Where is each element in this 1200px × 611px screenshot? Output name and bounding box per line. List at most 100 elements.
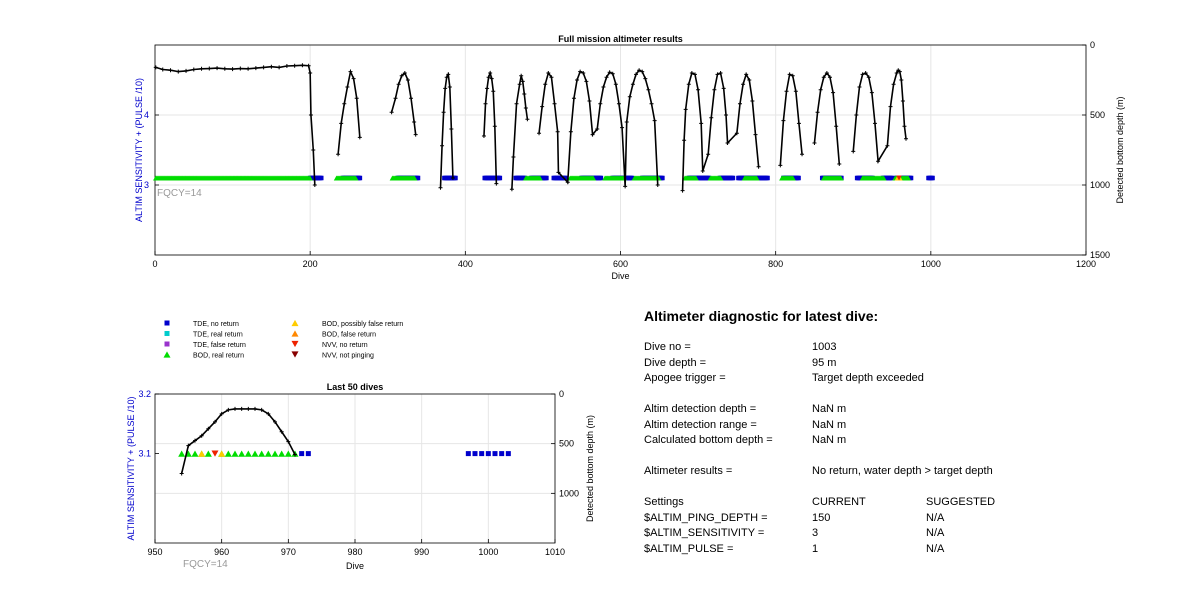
top-x-tick-label: 200 [303,259,318,269]
tde-no-return-marker [660,175,665,181]
top-depth-point [715,72,720,77]
legend-marker-7 [291,351,299,358]
top-depth-point [441,110,446,115]
legend-marker-1 [164,331,170,336]
top-depth-point [620,125,625,130]
ping-depth-suggested: N/A [926,512,945,524]
top-depth-point [696,87,701,92]
ping-depth-label: $ALTIM_PING_DEPTH = [644,512,768,524]
top-depth-point [721,86,726,91]
top-depth-point [706,152,711,157]
top-depth-point [827,75,832,80]
pulse-current: 1 [812,543,819,555]
top-depth-point [336,152,341,157]
sensitivity-suggested: N/A [926,527,945,539]
legend-label-6: NVV, no return [322,342,368,349]
top-depth-point [613,82,618,87]
top-x-tick-label: 0 [152,259,157,269]
top-depth-point [725,141,730,145]
top-depth-point [405,78,410,82]
top-depth-point [637,68,642,73]
top-depth-point [624,120,629,124]
calculated-bottom-label: Calculated bottom depth = [644,434,773,446]
top-depth-point [351,76,356,81]
legend-marker-4 [291,319,299,327]
top-depth-point [284,64,289,68]
top-depth-point [511,155,516,159]
top-depth-point [277,65,282,70]
bod-real-return-marker [905,175,912,181]
ping-depth-current: 150 [812,512,831,524]
tde-no-return-marker [598,175,604,181]
top-depth-point [168,68,173,73]
legend-label-3: BOD, real return [193,353,244,360]
top-depth-point [176,69,181,74]
tde-no-return-marker [908,175,914,181]
top-depth-point [598,101,603,106]
top-depth-point [623,184,628,189]
top-depth-point [491,89,496,94]
top-depth-point [393,96,398,101]
top-depth-point [525,117,530,122]
top-depth-point [831,90,836,95]
top-depth-point [815,110,820,115]
top-depth-point [888,104,893,109]
legend-marker-0 [164,320,170,326]
results-value: No return, water depth > target depth [812,465,993,477]
top-depth-point [522,92,527,96]
top-depth-point [778,163,783,168]
top-depth-point [601,85,606,89]
top-depth-point [753,132,758,137]
top-depth-point [869,90,874,95]
results-label: Altimeter results = [644,465,733,477]
top-depth-point [699,121,704,126]
top-depth-point [584,79,589,84]
top-depth-point [876,159,881,164]
bod-real-return-marker [537,175,543,181]
top-depth-point [700,169,705,173]
bod-real-return-marker [352,175,359,181]
tde-no-return-marker [415,175,421,181]
top-depth-point [724,113,729,117]
top-x-tick-label: 400 [458,259,473,269]
top-depth-point [483,101,488,106]
tde-no-return-marker [563,175,569,181]
diagnostic-title: Altimeter diagnostic for latest dive: [644,308,879,324]
dive-depth-value: 95 m [812,357,837,369]
top-depth-point [854,113,859,117]
top-depth-point [834,124,839,129]
tde-no-return-marker [357,175,363,181]
top-depth-point [494,181,499,186]
top-depth-point [747,78,752,82]
top-depth-point [894,71,899,75]
bod-real-return-marker [590,175,597,181]
top-depth-point [568,129,573,134]
top-depth-point [837,162,842,166]
top-depth-point [581,71,586,75]
top-depth-point [692,72,697,77]
legend-label-5: BOD, false return [322,332,376,339]
dive-no-label: Dive no = [644,341,691,353]
top-depth-point [269,64,274,69]
legend-label-4: BOD, possibly false return [322,321,403,328]
current-header: CURRENT [812,496,866,508]
top-depth-point [413,132,418,137]
tde-no-return-marker [319,175,324,181]
top-depth-point [389,110,394,115]
top-depth-point [630,82,635,87]
top-depth-point [851,149,856,154]
top-depth-point [549,75,554,80]
top-depth-point [222,66,227,71]
top-depth-point [523,106,528,110]
top-depth-point [312,183,317,187]
top-depth-point [555,129,560,134]
top-depth-point [571,96,576,101]
top-depth-point [891,82,896,87]
top-depth-point [552,101,557,106]
detection-range-label: Altim detection range = [644,419,757,431]
top-depth-point [565,180,570,185]
top-left-tick-label: 4 [144,110,149,120]
top-x-tick-label: 800 [768,259,783,269]
apogee-label: Apogee trigger = [644,372,726,384]
top-depth-point [447,85,452,89]
